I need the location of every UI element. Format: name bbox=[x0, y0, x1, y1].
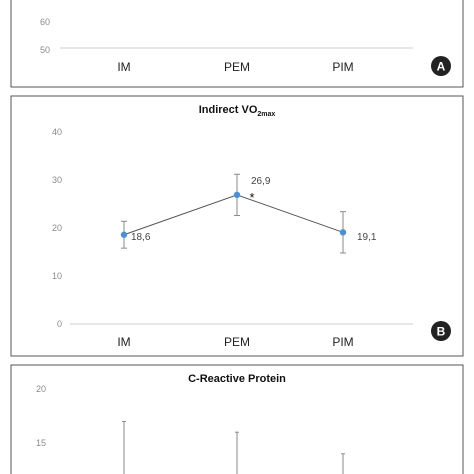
panel-c: C-Reactive Protein 15 20 bbox=[10, 364, 464, 474]
y-tick-label: 40 bbox=[52, 127, 62, 137]
x-tick-label: PIM bbox=[332, 335, 353, 349]
panel-c-title: C-Reactive Protein bbox=[188, 373, 286, 385]
x-tick-label: PEM bbox=[224, 60, 250, 74]
x-tick-label: IM bbox=[117, 335, 130, 349]
y-tick-label: 30 bbox=[52, 175, 62, 185]
y-tick-label: 60 bbox=[40, 17, 50, 27]
panel-label: A bbox=[437, 60, 446, 74]
panel-b-title: Indirect VO2max bbox=[199, 104, 276, 118]
data-label: 26,9 bbox=[251, 176, 271, 187]
panel-a-frame bbox=[10, 0, 464, 88]
y-tick-label: 20 bbox=[36, 384, 46, 394]
y-tick-label: 50 bbox=[40, 45, 50, 55]
panel-a: 50 60 IM PEM PIM A bbox=[10, 0, 464, 88]
panel-b-frame bbox=[10, 95, 464, 357]
series-line bbox=[123, 194, 344, 236]
panel-label-badge bbox=[431, 56, 451, 76]
data-point bbox=[120, 231, 128, 238]
panel-b: Indirect VO2max 0 10 20 30 40 IM PEM PIM 18,6 26,… bbox=[10, 95, 464, 357]
y-tick-label: 0 bbox=[57, 319, 62, 329]
panel-label-badge bbox=[431, 321, 451, 341]
panel-c-frame bbox=[10, 364, 464, 474]
y-tick-label: 10 bbox=[52, 271, 62, 281]
significance-marker: * bbox=[249, 190, 254, 205]
y-tick-label: 15 bbox=[36, 438, 46, 448]
data-label: 19,1 bbox=[357, 232, 377, 243]
x-tick-label: PIM bbox=[332, 60, 353, 74]
y-tick-label: 20 bbox=[52, 223, 62, 233]
panel-label: B bbox=[437, 325, 446, 339]
x-tick-label: IM bbox=[117, 60, 130, 74]
data-label: 18,6 bbox=[131, 232, 151, 243]
x-tick-label: PEM bbox=[224, 335, 250, 349]
data-point bbox=[233, 191, 241, 199]
data-point bbox=[339, 229, 347, 236]
